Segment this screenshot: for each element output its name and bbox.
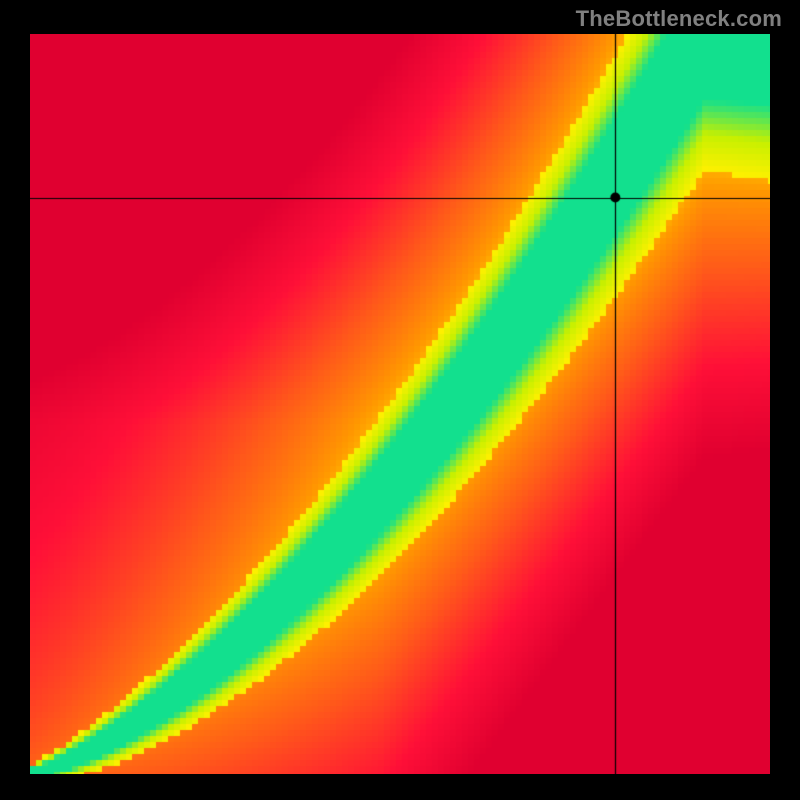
root-container: { "watermark": { "text": "TheBottleneck.…	[0, 0, 800, 800]
bottleneck-heatmap-canvas	[30, 34, 770, 774]
watermark-text: TheBottleneck.com	[576, 6, 782, 32]
